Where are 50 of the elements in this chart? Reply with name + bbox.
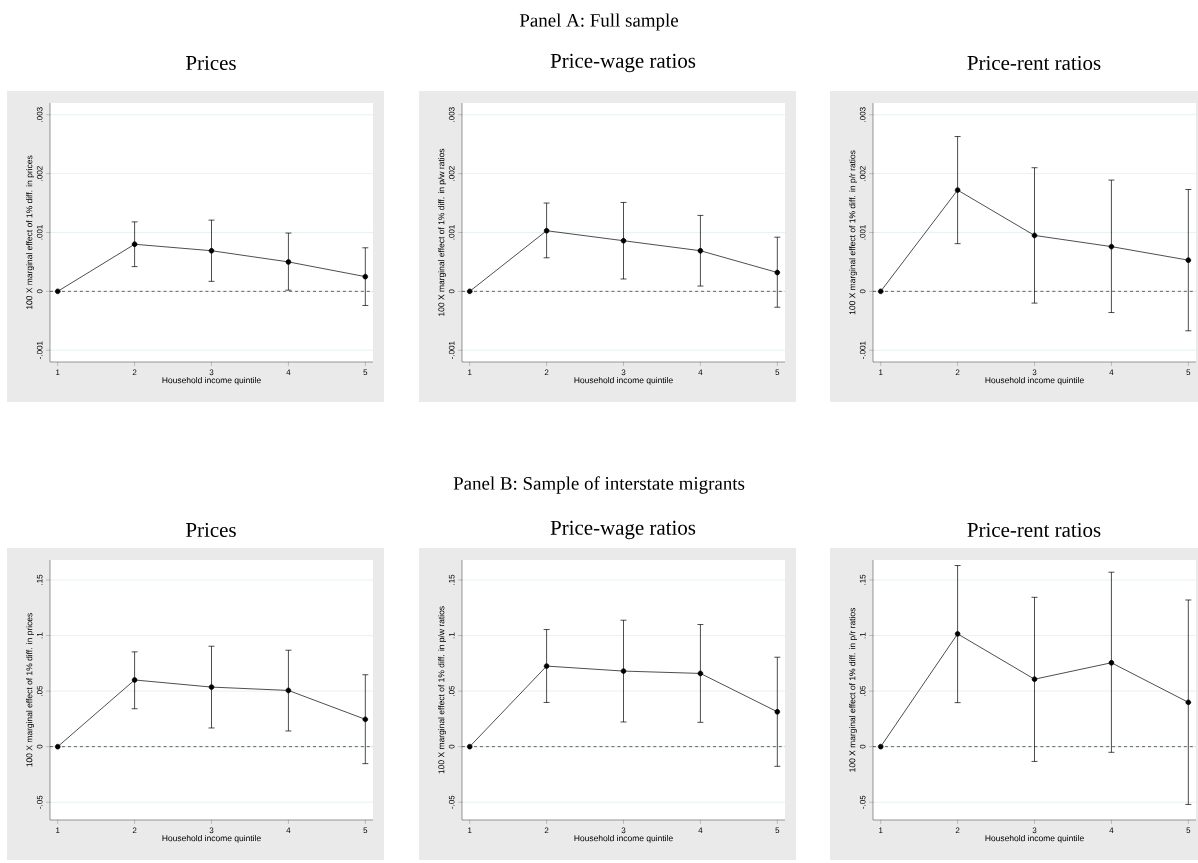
x-axis-title: Household income quintile — [574, 376, 673, 385]
point — [697, 670, 704, 677]
point — [1185, 257, 1192, 263]
x-axis-title: Household income quintile — [985, 376, 1084, 385]
point — [131, 677, 138, 683]
y-axis-title: 100 X marginal effect of 1% diff. in p/r ratios — [849, 607, 857, 772]
point — [543, 227, 550, 234]
point — [774, 709, 781, 715]
point — [620, 237, 627, 244]
point — [1185, 699, 1192, 706]
point — [362, 273, 369, 280]
point — [697, 247, 704, 254]
x-axis-title: Household income quintile — [985, 834, 1084, 843]
point — [362, 716, 369, 723]
point — [1108, 660, 1115, 666]
point — [54, 288, 61, 295]
x-axis-title: Household income quintile — [162, 376, 261, 385]
chart-title: Prices — [186, 522, 236, 538]
chart-title: Price-rent ratios — [967, 55, 1101, 71]
point — [285, 259, 292, 265]
chart-title: Price-wage ratios — [550, 520, 696, 540]
point — [543, 663, 550, 669]
point — [466, 743, 473, 750]
text: Panel B: Sample of interstate migrants — [453, 476, 745, 494]
point — [131, 241, 138, 247]
point — [877, 288, 884, 295]
point — [1031, 676, 1038, 682]
point — [208, 684, 215, 690]
y-axis-title: 100 X marginal effect of 1% diff. in p/w ratios — [438, 148, 446, 316]
point — [954, 187, 961, 193]
text: Panel A: Full sample — [519, 13, 679, 31]
point — [466, 288, 473, 295]
point — [954, 631, 961, 637]
point — [620, 668, 627, 674]
y-axis-title: 100 X marginal effect of 1% diff. in p/r ratios — [849, 150, 857, 315]
y-axis-title: 100 X marginal effect of 1% diff. in p/w ratios — [438, 606, 446, 774]
chart-title: Prices — [186, 55, 236, 71]
point — [1031, 232, 1038, 239]
point — [877, 743, 884, 750]
x-axis-title: Household income quintile — [574, 834, 673, 843]
y-axis-title: 100 X marginal effect of 1% diff. in prices — [26, 613, 34, 767]
chart-title: Price-rent ratios — [967, 522, 1101, 538]
point — [774, 269, 781, 276]
point — [208, 247, 215, 254]
point — [54, 743, 61, 750]
chart-title: Price-wage ratios — [550, 53, 696, 73]
point — [285, 687, 292, 694]
x-axis-title: Household income quintile — [162, 834, 261, 843]
y-axis-title: 100 X marginal effect of 1% diff. in prices — [26, 155, 34, 310]
point — [1108, 243, 1115, 250]
